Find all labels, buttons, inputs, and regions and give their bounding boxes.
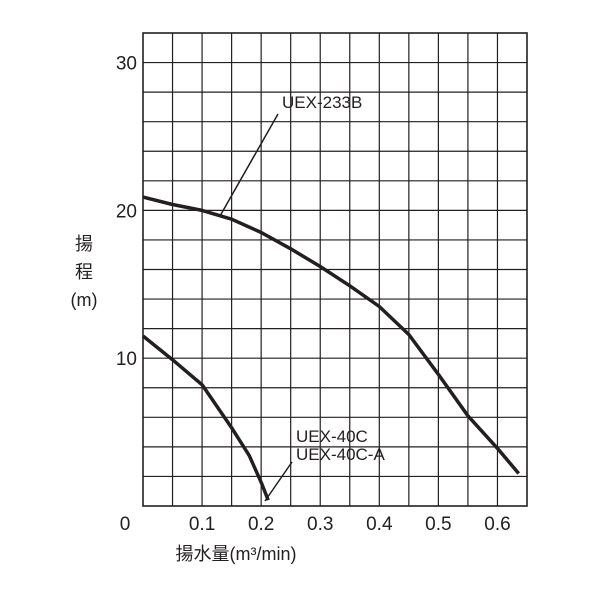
y-axis-label: (m) (71, 290, 98, 310)
series-line (141, 334, 270, 501)
leader-line (264, 461, 293, 502)
x-tick-label: 0.5 (425, 514, 451, 535)
legend-label: UEX-40C (296, 427, 368, 446)
x-tick-label: 0.3 (307, 514, 333, 535)
series-line (142, 195, 521, 475)
x-tick-label: 0.6 (484, 514, 510, 535)
leader-line (219, 113, 279, 217)
y-axis-label: 揚 (75, 234, 93, 254)
y-tick-label: 20 (116, 201, 137, 222)
legend-label: UEX-233B (282, 93, 362, 112)
x-tick-label: 0.1 (189, 514, 215, 535)
y-tick-label: 30 (116, 54, 137, 75)
x-tick-label: 0 (120, 514, 131, 535)
legend-label: UEX-40C-A (296, 445, 385, 464)
plot-frame (142, 32, 528, 507)
x-tick-label: 0.4 (366, 514, 393, 535)
y-axis-label: 程 (75, 262, 93, 282)
x-tick-label: 0.2 (248, 514, 274, 535)
x-axis-label: 揚水量(m³/min) (176, 544, 297, 564)
y-tick-label: 10 (116, 349, 137, 370)
